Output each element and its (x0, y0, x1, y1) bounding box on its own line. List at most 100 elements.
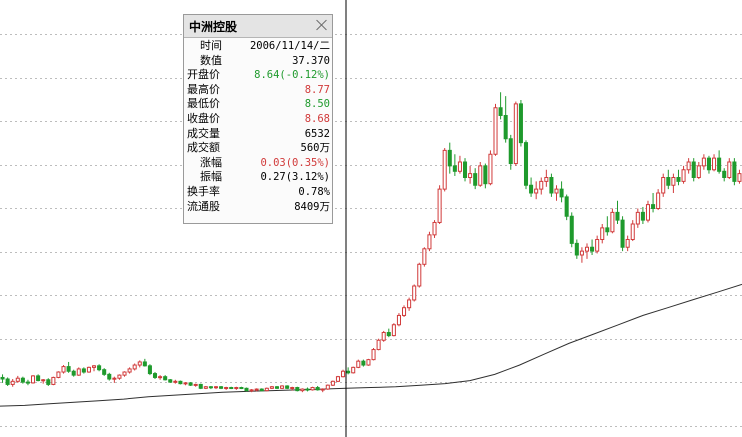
candle-down (706, 157, 711, 171)
candle-down (5, 378, 10, 385)
candle-up (193, 383, 198, 386)
panel-header[interactable]: 中洲控股 (184, 15, 332, 38)
candle-up (412, 285, 417, 301)
candle-down (315, 387, 320, 391)
candle-down (529, 184, 534, 194)
candle-up (539, 180, 544, 190)
candle-down (691, 161, 696, 178)
info-row: 涨幅 0.03(0.35%) (184, 156, 332, 171)
quote-info-panel[interactable]: 中洲控股 时间 2006/11/14/二 数值 37.370 开盘价 8.64(-0.12… (183, 14, 333, 224)
candle-up (300, 388, 305, 392)
candle-down (25, 381, 30, 384)
candle-down (508, 138, 513, 165)
info-row: 成交额 560万 (184, 141, 332, 156)
candle-up (610, 211, 615, 233)
candle-up (203, 386, 208, 389)
candle-up (86, 366, 91, 373)
info-row: 最高价 8.77 (184, 83, 332, 98)
info-label: 涨幅 (200, 155, 222, 169)
candle-down (168, 379, 173, 383)
info-row: 振幅 0.27(3.12%) (184, 170, 332, 185)
candle-down (447, 149, 452, 167)
stock-name: 中洲控股 (189, 20, 238, 34)
candle-up (661, 177, 666, 194)
candle-up (625, 239, 630, 248)
info-value: 8.64(-0.12%) (254, 69, 330, 82)
candle-up (183, 382, 188, 385)
candle-up (701, 157, 706, 167)
candle-down (178, 380, 183, 385)
candle-down (107, 373, 112, 380)
candle-up (249, 389, 254, 392)
candle-down (219, 386, 224, 389)
candle-up (290, 387, 295, 390)
candle-up (696, 165, 701, 178)
info-value: 0.27(3.12%) (260, 171, 330, 184)
candle-down (274, 386, 280, 389)
candle-down (717, 157, 722, 172)
candle-up (600, 227, 605, 240)
candle-up (325, 384, 330, 390)
candle-down (305, 388, 310, 391)
info-label: 成交量 (187, 126, 220, 140)
info-label: 振幅 (200, 170, 222, 184)
info-row: 流通股 8409万 (184, 200, 332, 215)
candle-down (676, 177, 681, 182)
info-label: 收盘价 (187, 111, 220, 125)
candle-up (137, 361, 142, 366)
candle-up (427, 234, 432, 250)
candle-up (630, 223, 635, 240)
candle-down (605, 227, 610, 233)
candle-up (422, 248, 427, 265)
candle-down (559, 188, 564, 198)
candle-up (737, 173, 742, 182)
candle-down (549, 177, 554, 194)
candle-up (351, 366, 356, 374)
info-value: 2006/11/14/二 (249, 40, 330, 52)
candle-down (590, 246, 595, 252)
close-icon[interactable] (315, 18, 329, 32)
candle-up (544, 177, 549, 182)
info-label: 数值 (200, 53, 222, 67)
candle-up (371, 349, 376, 361)
info-value: 0.78% (298, 185, 330, 198)
candle-up (213, 386, 219, 389)
candle-up (402, 307, 407, 316)
candle-down (152, 373, 158, 378)
info-label: 时间 (200, 39, 222, 52)
info-value: 8409万 (294, 200, 330, 213)
candle-down (285, 385, 290, 389)
candle-up (122, 371, 127, 376)
candle-up (356, 360, 361, 368)
candle-up (224, 387, 229, 390)
candle-down (569, 215, 574, 244)
info-row: 成交量 6532 (184, 127, 332, 142)
candle-down (142, 361, 147, 367)
candle-up (91, 365, 97, 368)
candle-down (188, 382, 193, 386)
candle-up (407, 299, 412, 309)
candle-down (259, 388, 264, 392)
grid-lines (0, 34, 742, 427)
candle-up (132, 364, 137, 370)
candle-down (640, 211, 645, 221)
candle-down (732, 161, 737, 182)
candle-down (523, 142, 529, 186)
candle-down (651, 204, 656, 209)
candle-up (488, 153, 493, 185)
info-value: 37.370 (292, 54, 330, 67)
info-row: 收盘价 8.68 (184, 112, 332, 127)
candle-down (386, 332, 391, 337)
moving-average-layer (0, 283, 742, 407)
candle-up (534, 188, 539, 194)
candle-down (361, 360, 366, 366)
candle-up (127, 368, 132, 373)
moving-average-line (0, 283, 742, 407)
candle-down (503, 115, 508, 140)
candle-up (442, 149, 447, 190)
candle-up (595, 239, 600, 252)
info-row: 时间 2006/11/14/二 (184, 39, 332, 54)
candle-up (335, 376, 340, 382)
candles-layer (0, 92, 742, 393)
